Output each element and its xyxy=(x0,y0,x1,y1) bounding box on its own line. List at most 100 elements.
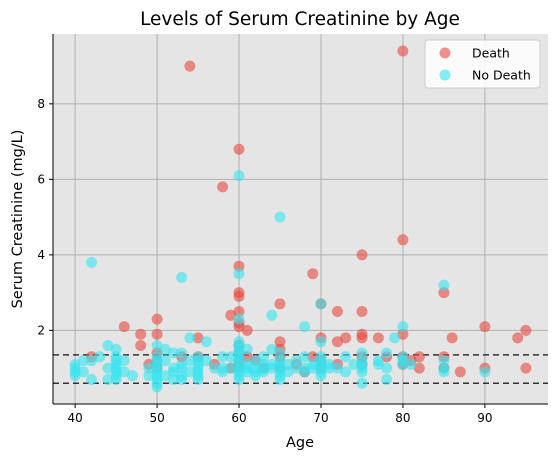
legend-box xyxy=(424,39,541,89)
death-point xyxy=(307,351,319,363)
death-point xyxy=(233,306,245,317)
no-death-point xyxy=(151,340,163,351)
no-death-point xyxy=(340,366,352,378)
no-death-point xyxy=(290,362,302,374)
x-tick-label: 60 xyxy=(231,411,246,425)
no-death-point xyxy=(118,355,130,367)
death-point xyxy=(151,313,163,325)
death-point xyxy=(184,60,196,72)
legend-marker-no-death xyxy=(439,69,451,81)
no-death-point xyxy=(266,362,278,374)
death-point xyxy=(274,298,286,310)
death-point xyxy=(372,332,384,344)
death-point xyxy=(356,306,368,317)
data-points xyxy=(69,45,532,393)
no-death-point xyxy=(233,170,245,182)
no-death-point xyxy=(258,366,270,378)
y-axis-label: Serum Creatinine (mg/L) xyxy=(10,130,26,309)
death-point xyxy=(135,340,147,351)
no-death-point xyxy=(299,321,311,333)
no-death-point xyxy=(282,366,294,378)
no-death-point xyxy=(110,374,122,385)
no-death-point xyxy=(438,366,450,378)
no-death-point xyxy=(217,351,229,363)
no-death-point xyxy=(176,347,188,359)
no-death-point xyxy=(184,332,196,344)
no-death-point xyxy=(381,362,393,374)
no-death-point xyxy=(356,366,368,378)
legend-label-no-death: No Death xyxy=(472,68,531,83)
series-no-death xyxy=(69,170,491,393)
no-death-point xyxy=(192,374,204,385)
no-death-point xyxy=(168,374,179,385)
death-point xyxy=(225,309,237,321)
no-death-point xyxy=(184,366,196,378)
death-point xyxy=(307,268,319,280)
death-point xyxy=(151,328,163,340)
no-death-point xyxy=(217,366,229,378)
death-point xyxy=(118,321,130,333)
death-point xyxy=(340,332,352,344)
x-axis-label: Age xyxy=(286,435,314,451)
no-death-point xyxy=(208,362,220,374)
death-point xyxy=(397,234,409,246)
no-death-point xyxy=(340,351,352,363)
legend-label-death: Death xyxy=(472,46,510,61)
death-point xyxy=(520,324,532,336)
x-tick-label: 40 xyxy=(67,411,82,425)
no-death-point xyxy=(274,347,286,359)
legend-marker-death xyxy=(439,47,451,59)
death-point xyxy=(356,249,368,261)
no-death-point xyxy=(405,358,417,370)
no-death-point xyxy=(86,256,97,268)
death-point xyxy=(331,336,343,348)
death-point xyxy=(217,181,229,193)
death-point xyxy=(413,362,425,374)
death-point xyxy=(397,328,409,340)
no-death-point xyxy=(69,370,81,382)
no-death-point xyxy=(127,370,138,382)
no-death-point xyxy=(258,351,270,363)
no-death-point xyxy=(184,355,196,367)
no-death-point xyxy=(159,355,171,367)
y-tick-label: 8 xyxy=(37,97,45,111)
no-death-point xyxy=(389,332,401,344)
death-point xyxy=(454,366,466,378)
y-axis-ticks: 2 4 6 8 xyxy=(37,97,53,337)
no-death-point xyxy=(176,362,188,374)
no-death-point xyxy=(176,374,188,385)
plot-area xyxy=(53,34,548,404)
death-point xyxy=(241,324,253,336)
no-death-point xyxy=(168,347,179,359)
no-death-point xyxy=(241,366,253,378)
death-point xyxy=(397,45,409,57)
no-death-point xyxy=(266,309,278,321)
death-point xyxy=(479,321,491,333)
no-death-point xyxy=(143,370,155,382)
death-point xyxy=(274,336,286,348)
no-death-point xyxy=(86,374,97,385)
no-death-point xyxy=(233,374,245,385)
death-point xyxy=(233,143,245,155)
no-death-point xyxy=(94,351,106,363)
no-death-point xyxy=(102,362,114,374)
no-death-point xyxy=(225,362,237,374)
death-point xyxy=(413,351,425,363)
no-death-point xyxy=(176,272,188,283)
no-death-point xyxy=(274,211,286,223)
no-death-point xyxy=(479,366,491,378)
no-death-point xyxy=(299,366,311,378)
chart-title: Levels of Serum Creatinine by Age xyxy=(140,9,460,30)
no-death-point xyxy=(323,362,335,374)
reference-lines xyxy=(53,354,548,384)
no-death-point xyxy=(77,355,89,367)
no-death-point xyxy=(372,358,384,370)
no-death-point xyxy=(241,343,253,355)
no-death-point xyxy=(102,374,114,385)
no-death-point xyxy=(356,377,368,389)
x-axis-ticks: 40 50 60 70 80 90 xyxy=(67,404,493,425)
x-tick-label: 50 xyxy=(149,411,164,425)
death-point xyxy=(135,328,147,340)
no-death-point xyxy=(143,362,155,374)
no-death-point xyxy=(151,381,163,393)
